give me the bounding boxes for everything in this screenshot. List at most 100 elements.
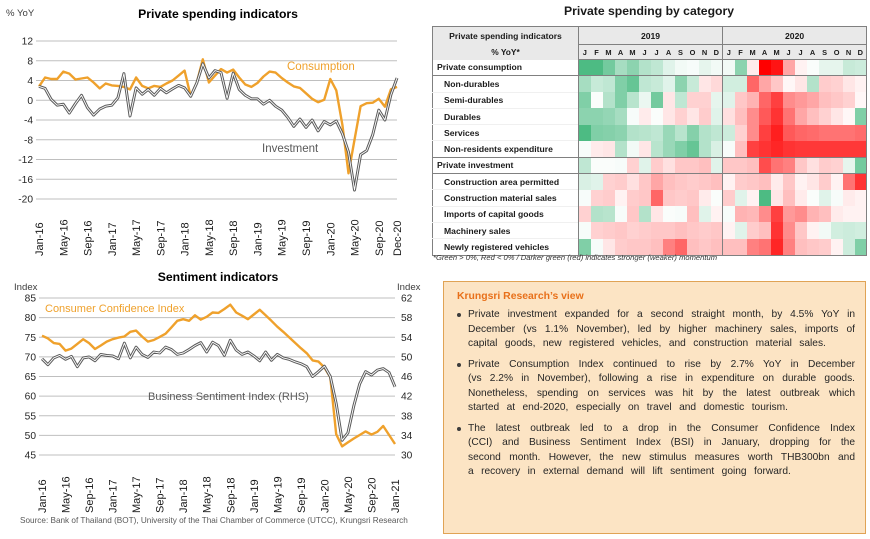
heatmap-cell	[710, 189, 723, 207]
heatmap-cell	[830, 173, 843, 190]
heatmap-cell	[842, 92, 855, 109]
heatmap-cell	[626, 189, 639, 207]
heatmap-cell	[722, 140, 735, 158]
heatmap-cell	[770, 173, 783, 190]
heatmap-cell	[626, 140, 639, 158]
heatmap-cell	[782, 238, 795, 256]
heatmap-cell	[746, 238, 759, 256]
heatmap-cell	[626, 75, 639, 93]
table-row-label: Semi-durables	[432, 91, 579, 109]
x-tick-label: Jan-20	[319, 479, 331, 513]
heatmap-cell	[662, 173, 675, 190]
heatmap-cell	[842, 222, 855, 239]
heatmap-cell	[842, 206, 855, 223]
heatmap-cell	[746, 140, 759, 158]
y-axis-unit-label: % YoY	[6, 8, 35, 19]
heatmap-cell	[830, 140, 843, 158]
heatmap-cell	[710, 75, 723, 93]
heatmap-cell	[674, 222, 687, 239]
heatmap-cell	[638, 206, 651, 223]
heatmap-cell	[758, 206, 771, 223]
heatmap-cell	[650, 173, 663, 190]
bullet-icon	[457, 362, 461, 367]
heatmap-cell	[758, 173, 771, 190]
table-row: Private investment	[432, 157, 867, 175]
heatmap-cell	[794, 173, 807, 190]
heatmap-cell	[650, 189, 663, 207]
heatmap-cell	[674, 92, 687, 109]
table-header-month: J	[782, 44, 795, 60]
table-row: Machinery sales	[432, 221, 867, 239]
heatmap-cell	[746, 173, 759, 190]
heatmap-cell	[698, 222, 711, 239]
heatmap-cell	[614, 238, 627, 256]
heatmap-cell	[818, 173, 831, 190]
bullet-text: Private Consumption Index continued to r…	[468, 358, 855, 414]
heatmap-cell	[626, 173, 639, 190]
x-tick-label: May-19	[272, 476, 284, 513]
table-title: Private spending by category	[563, 4, 734, 18]
x-tick-label: Sep-16	[84, 478, 96, 513]
heatmap-cell	[830, 75, 843, 93]
heatmap-cell	[854, 108, 867, 125]
heatmap-cell	[590, 173, 603, 190]
heatmap-cell	[662, 92, 675, 109]
heatmap-cell	[710, 59, 723, 77]
heatmap-cell	[638, 92, 651, 109]
x-tick-label: May-18	[204, 219, 216, 256]
heatmap-cell	[602, 75, 615, 93]
table-row-label: Newly registered vehicles	[432, 238, 579, 256]
heatmap-cell	[722, 108, 735, 125]
heatmap-cell	[794, 189, 807, 207]
heatmap-cell	[806, 173, 819, 190]
heatmap-cell	[710, 222, 723, 239]
heatmap-cell	[746, 157, 759, 175]
heatmap-cell	[782, 157, 795, 175]
heatmap-cell	[578, 189, 591, 207]
table-header-month: A	[806, 44, 819, 60]
sentiment-indicators-chart: Sentiment indicators Index Index 85 80 75 7…	[14, 270, 421, 513]
series-line-consumer-confidence-index	[41, 303, 397, 448]
table-row: Non-durables	[432, 75, 867, 93]
heatmap-cell	[782, 189, 795, 207]
x-tick-label: Jan-18	[178, 479, 190, 513]
heatmap-cell	[734, 238, 747, 256]
y-tick-label: 4	[27, 76, 33, 87]
x-tick-label: Sep-19	[301, 221, 313, 256]
heatmap-cell	[674, 189, 687, 207]
x-tick-label: Jan-21	[390, 479, 402, 513]
heatmap-cell	[758, 59, 771, 77]
heatmap-cell	[686, 222, 699, 239]
heatmap-cell	[746, 75, 759, 93]
table-header-month: J	[578, 44, 591, 60]
heatmap-cell	[602, 157, 615, 175]
heatmap-cell	[614, 140, 627, 158]
heatmap-cell	[830, 92, 843, 109]
heatmap-cell	[638, 222, 651, 239]
heatmap-cell	[686, 189, 699, 207]
heatmap-cell	[578, 222, 591, 239]
heatmap-cell	[578, 238, 591, 256]
heatmap-cell	[758, 238, 771, 256]
heatmap-cell	[686, 75, 699, 93]
heatmap-cell	[674, 206, 687, 223]
heatmap-cell	[638, 108, 651, 125]
heatmap-cell	[614, 92, 627, 109]
y-tick-label: 50	[25, 431, 37, 442]
heatmap-cell	[578, 59, 591, 77]
table-row: Non-residents expenditure	[432, 140, 867, 158]
heatmap-cell	[734, 92, 747, 109]
x-tick-label: Sep-16	[83, 221, 95, 256]
x-tick-label: Jan-16	[34, 222, 46, 256]
table-header-month: M	[746, 44, 759, 60]
y2-tick-label: 62	[401, 294, 413, 305]
chart-title: Sentiment indicators	[158, 270, 279, 284]
heatmap-cell	[722, 75, 735, 93]
heatmap-cell	[590, 108, 603, 125]
heatmap-cell	[638, 59, 651, 77]
heatmap-cell	[746, 189, 759, 207]
heatmap-cell	[782, 173, 795, 190]
heatmap-cell	[782, 92, 795, 109]
heatmap-cell	[830, 189, 843, 207]
